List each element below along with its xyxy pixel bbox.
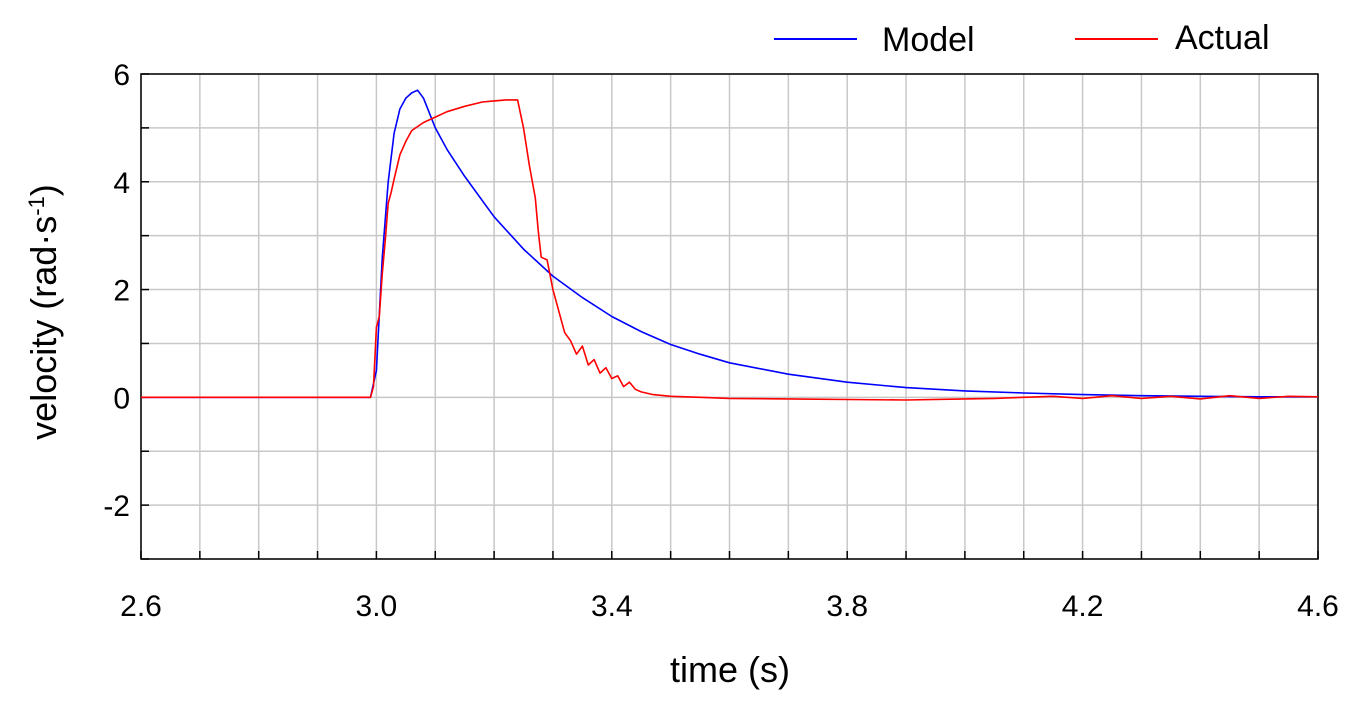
y-tick-label: 0 [113,382,130,415]
x-tick-label: 3.0 [356,590,398,623]
legend-label-actual: Actual [1175,19,1270,57]
x-tick-label: 3.4 [591,590,633,623]
x-tick-label: 4.2 [1062,590,1104,623]
y-tick-label: 2 [113,275,130,308]
y-axis-label-main: velocity (rad·s [23,216,64,440]
y-axis-label-superscript: -1 [24,196,49,216]
y-tick-label: 6 [113,59,130,92]
y-axis-label: velocity (rad·s-1) [23,184,64,440]
tick-labels: 2.6 3.0 3.4 3.8 4.2 4.6 -2 0 2 4 6 [103,59,1339,623]
legend-label-model: Model [882,21,975,59]
y-tick-label: 4 [113,167,130,200]
x-tick-label: 4.6 [1297,590,1339,623]
axis-ticks [140,73,1319,560]
series-layer [141,89,1319,401]
series-line-model [141,89,1318,399]
series-line-actual [141,99,1319,401]
grid [140,73,1319,560]
x-tick-label: 3.8 [826,590,868,623]
x-tick-label: 2.6 [120,590,162,623]
legend: Model Actual [774,19,1270,59]
y-tick-label: -2 [103,490,130,523]
x-axis-label: time (s) [670,649,790,690]
y-axis-label-close: ) [23,184,64,196]
